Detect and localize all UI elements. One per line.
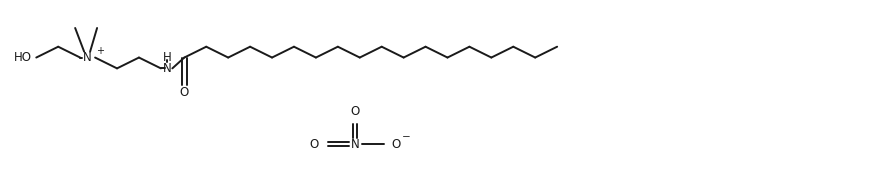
Text: H: H (163, 50, 171, 64)
Text: O: O (310, 138, 319, 151)
Text: O: O (179, 85, 189, 99)
Text: HO: HO (14, 51, 32, 64)
Text: N: N (83, 50, 91, 64)
Text: +: + (96, 46, 104, 56)
Text: −: − (402, 132, 411, 142)
Text: O: O (351, 105, 360, 118)
Text: O: O (392, 138, 400, 151)
Text: N: N (163, 62, 171, 75)
Text: N: N (351, 138, 360, 151)
